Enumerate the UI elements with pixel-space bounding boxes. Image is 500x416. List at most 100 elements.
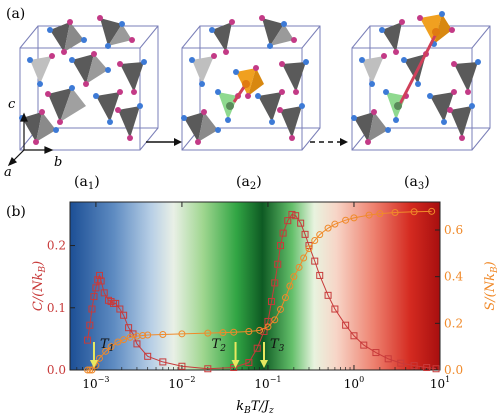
heat-capacity-point bbox=[264, 317, 272, 325]
temperature-arrows: T1 T2 T3 bbox=[89, 337, 285, 368]
entropy-point bbox=[391, 209, 399, 216]
heat-capacity-point bbox=[397, 359, 405, 367]
tetrahedron-orange bbox=[248, 68, 264, 96]
entropy-point bbox=[410, 208, 418, 216]
entropy-point bbox=[286, 282, 294, 290]
entropy-point bbox=[107, 343, 115, 351]
temperature-label: T1 bbox=[100, 337, 114, 354]
heat-capacity-point bbox=[90, 293, 98, 301]
heat-capacity-point bbox=[97, 277, 105, 285]
axis-b-label: b bbox=[54, 155, 62, 170]
tetrahedron bbox=[108, 24, 132, 46]
entropy-point bbox=[102, 347, 110, 355]
entropy-point bbox=[144, 331, 152, 339]
tetrahedron bbox=[86, 54, 108, 84]
heat-capacity-point bbox=[316, 271, 324, 279]
tetrahedron bbox=[96, 92, 120, 122]
tetrahedron bbox=[50, 22, 70, 52]
heat-capacity-point bbox=[116, 305, 124, 313]
x-tick-label: 101 bbox=[430, 375, 450, 391]
heat-capacity-point bbox=[372, 349, 380, 357]
entropy-point bbox=[295, 263, 303, 271]
tetrahedron bbox=[354, 112, 374, 142]
y-tick-label-right: 0.0 bbox=[444, 363, 463, 377]
heat-capacity-point bbox=[92, 284, 100, 292]
series-line-heat-capacity bbox=[87, 213, 437, 370]
entropy-point bbox=[139, 331, 147, 339]
monopole bbox=[242, 80, 250, 88]
sublabel-a3: (a3) bbox=[404, 174, 430, 192]
heat-capacity-point bbox=[88, 305, 96, 313]
entropy-point bbox=[277, 305, 285, 313]
heat-capacity-point bbox=[178, 362, 186, 370]
heat-capacity-point bbox=[107, 298, 115, 306]
tetrahedron bbox=[262, 18, 284, 46]
tetrahedron bbox=[280, 106, 302, 138]
crystal-axes bbox=[7, 112, 54, 167]
entropy-point bbox=[311, 237, 319, 244]
heat-capacity-point bbox=[120, 311, 128, 319]
heat-capacity-point bbox=[253, 344, 261, 352]
tetrahedron bbox=[258, 92, 282, 122]
monopole bbox=[432, 28, 440, 36]
tetrahedron bbox=[72, 54, 94, 84]
heat-capacity-point bbox=[324, 291, 332, 299]
entropy-point bbox=[84, 366, 92, 374]
atom-sites bbox=[19, 15, 147, 145]
entropy-point bbox=[120, 336, 128, 344]
tetrahedron bbox=[118, 106, 140, 138]
entropy-point bbox=[331, 220, 339, 228]
entropy-point bbox=[86, 366, 94, 374]
entropy-point bbox=[324, 224, 332, 232]
tetrahedron bbox=[368, 112, 388, 142]
heat-capacity-point bbox=[144, 352, 152, 360]
y-tick-label-right: 0.2 bbox=[444, 316, 463, 330]
tetrahedron bbox=[120, 62, 144, 92]
tetrahedron bbox=[454, 62, 478, 92]
data-series bbox=[84, 207, 440, 374]
tetrahedron bbox=[48, 88, 72, 122]
sublabel-a2: (a2) bbox=[236, 174, 262, 192]
tetrahedron bbox=[30, 56, 52, 84]
heat-capacity-point bbox=[301, 230, 309, 238]
temperature-arrow-head bbox=[231, 360, 240, 368]
heat-capacity-point bbox=[288, 210, 296, 218]
entropy-point bbox=[316, 231, 324, 239]
temperature-arrow-head bbox=[260, 360, 269, 368]
tetrahedron bbox=[36, 112, 56, 142]
structure-a3 bbox=[351, 11, 491, 151]
entropy-point bbox=[428, 207, 436, 215]
right-axis-label: S/(NkB) bbox=[483, 261, 500, 310]
entropy-point bbox=[376, 210, 384, 218]
heat-capacity-point bbox=[133, 340, 141, 348]
heat-capacity-point bbox=[284, 217, 292, 225]
heat-capacity-point bbox=[277, 242, 285, 250]
tetrahedra bbox=[22, 18, 144, 142]
entropy-point bbox=[178, 330, 186, 338]
entropy-point bbox=[342, 216, 350, 224]
entropy-point bbox=[95, 354, 103, 362]
atom-sites bbox=[351, 11, 481, 145]
heat-capacity-point bbox=[311, 257, 319, 265]
tetrahedron bbox=[198, 112, 218, 142]
tetrahedron bbox=[64, 22, 84, 52]
sublabel-a1: (a1) bbox=[74, 174, 100, 192]
x-tick-label: 10−3 bbox=[82, 375, 109, 391]
axis-c-label: c bbox=[8, 97, 16, 112]
x-axis-label: kBT/Jz bbox=[236, 399, 274, 416]
entropy-point bbox=[350, 214, 358, 222]
tetrahedron bbox=[382, 22, 402, 52]
dashed-arrow bbox=[310, 138, 348, 146]
temperature-label: T3 bbox=[270, 337, 285, 354]
plot-background bbox=[70, 202, 440, 370]
tetrahedron bbox=[184, 112, 204, 142]
tetrahedron bbox=[430, 92, 454, 122]
tetrahedron bbox=[212, 22, 232, 52]
heat-capacity-point bbox=[384, 355, 392, 363]
heat-capacity-point bbox=[84, 336, 92, 344]
x-tick-label: 10−2 bbox=[168, 375, 195, 391]
heat-capacity-point bbox=[274, 260, 282, 268]
heat-capacity-point bbox=[297, 219, 305, 227]
